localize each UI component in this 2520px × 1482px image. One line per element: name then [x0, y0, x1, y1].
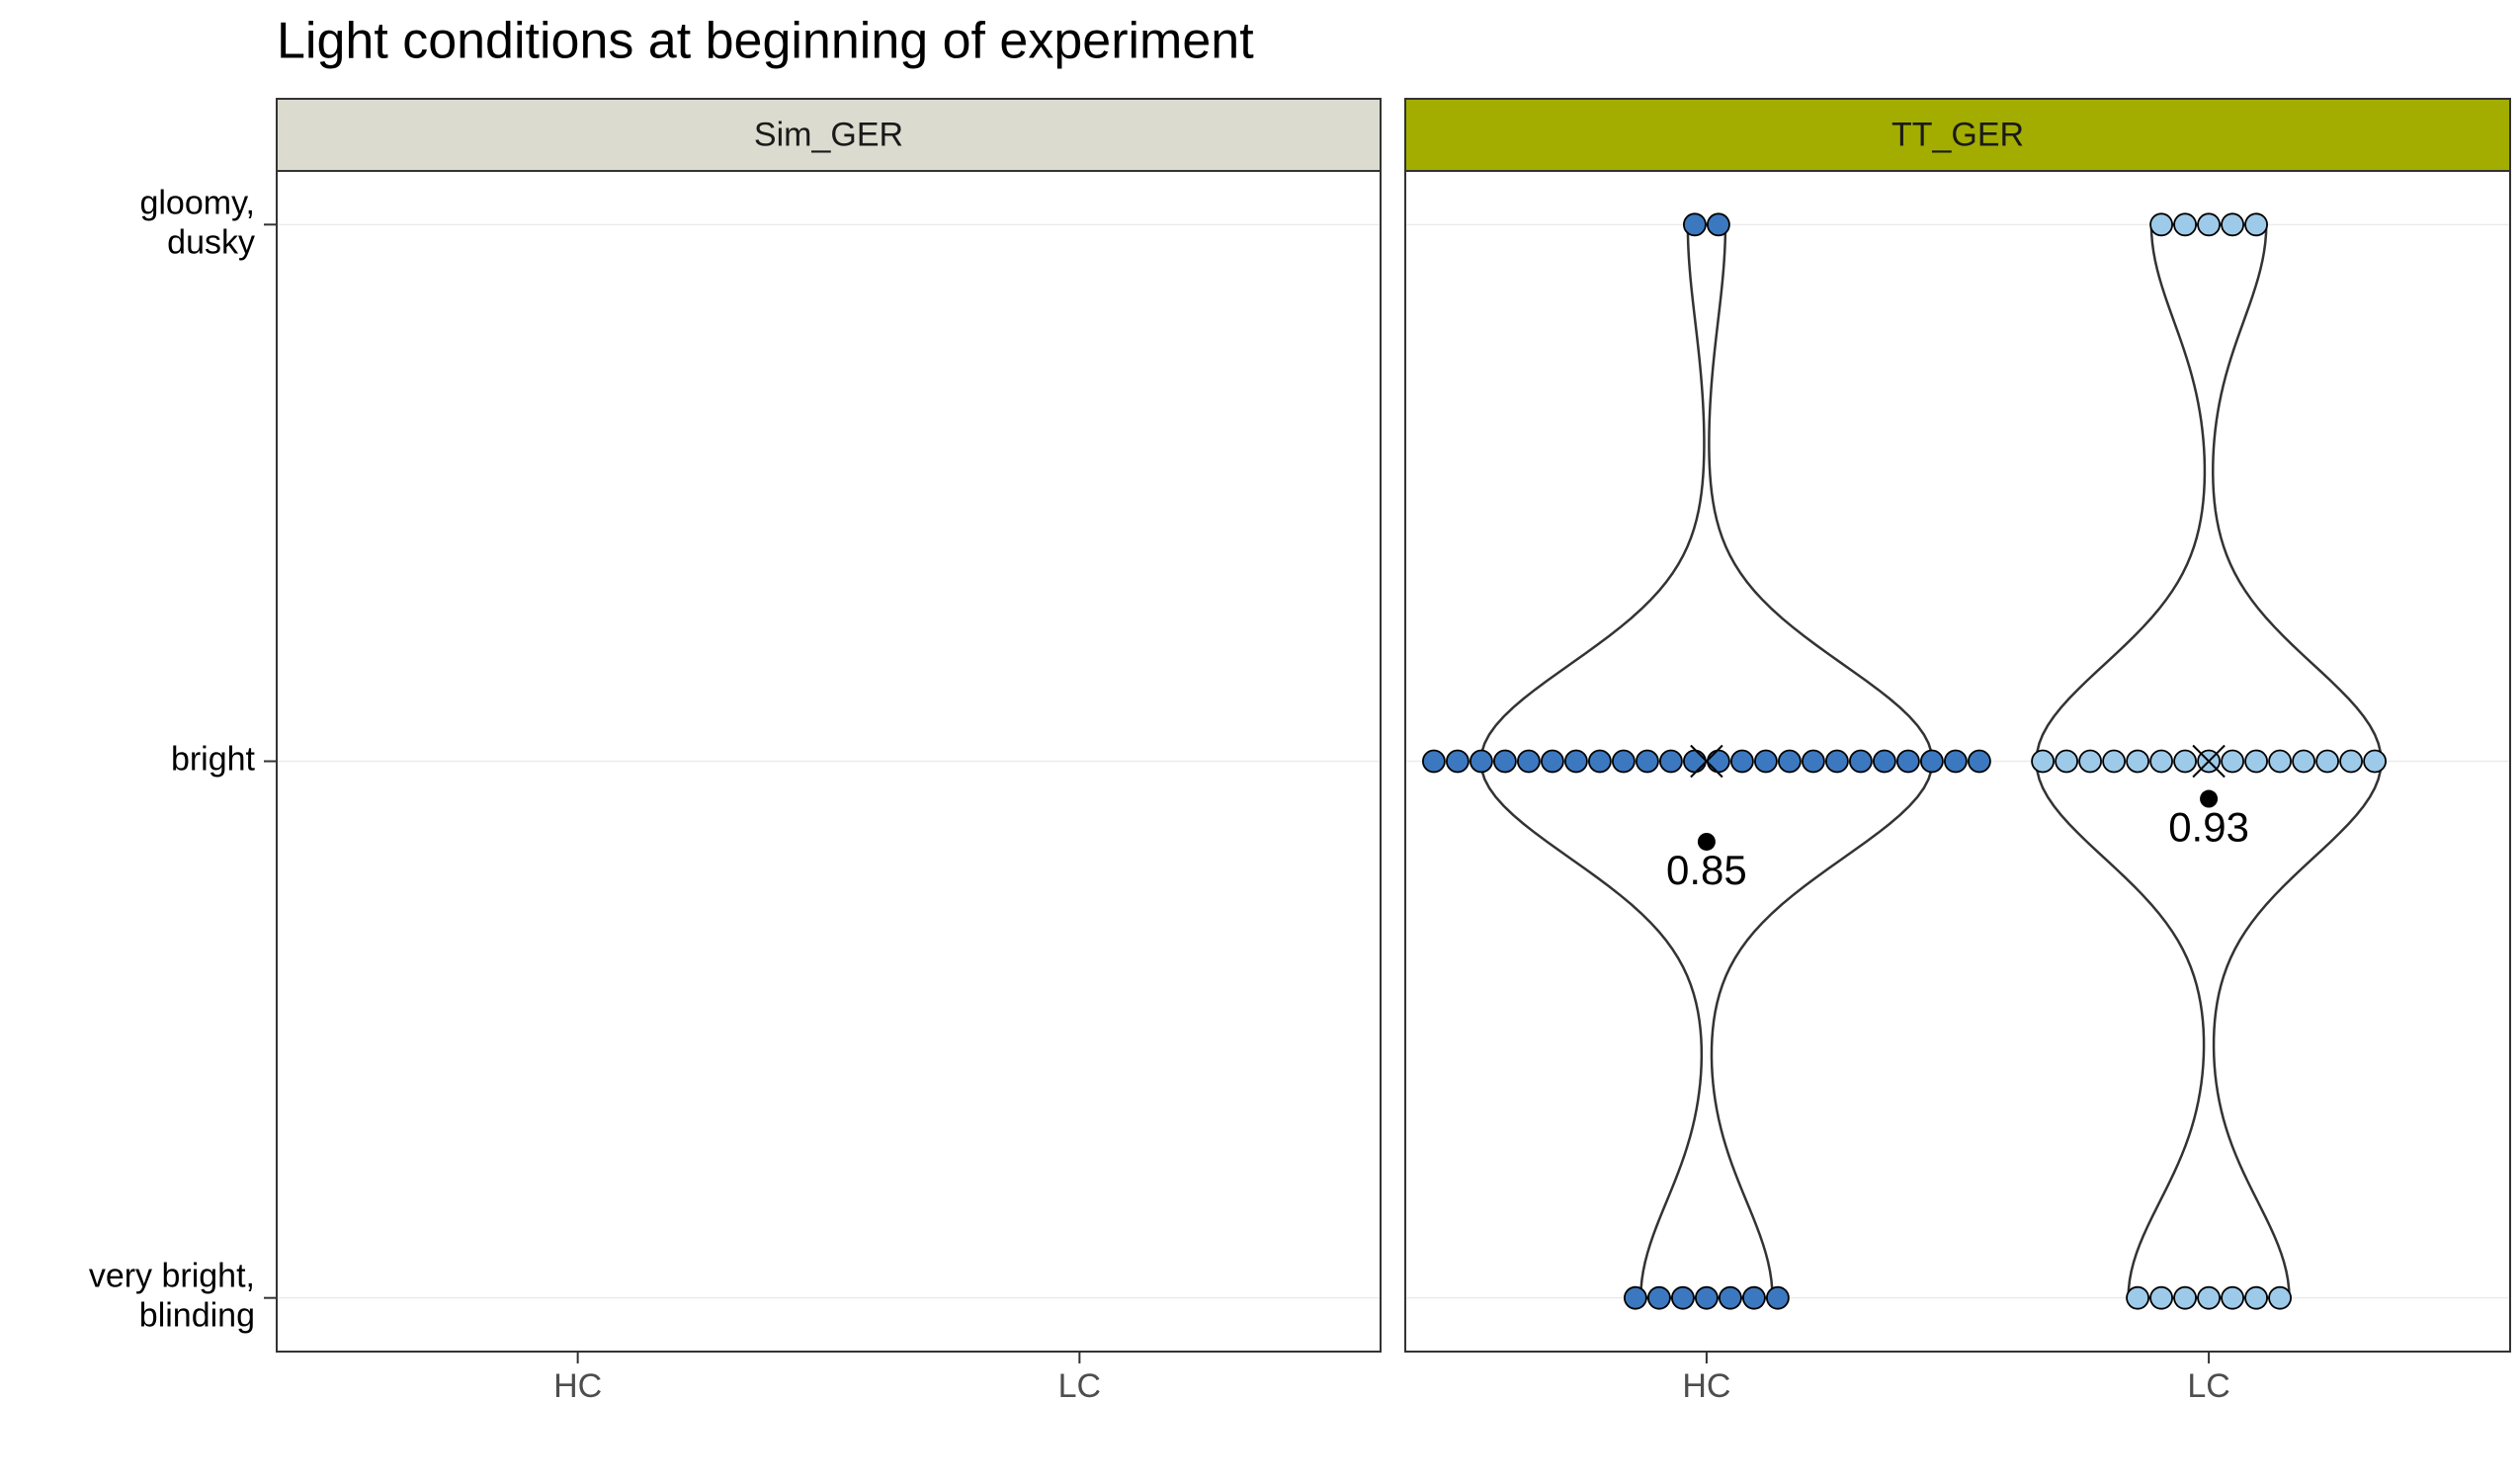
dot [1742, 1285, 1766, 1310]
y-tick-label: very bright, blinding [89, 1258, 255, 1335]
dot [2221, 1285, 2244, 1310]
dot [1719, 1285, 1742, 1310]
dot [2268, 749, 2292, 774]
dot [1695, 1285, 1719, 1310]
dot [1683, 749, 1707, 774]
dot [1493, 749, 1517, 774]
y-tick-label: gloomy, dusky [139, 184, 255, 261]
panel-border [1404, 170, 2511, 1353]
dot [2339, 749, 2363, 774]
dot [2221, 749, 2244, 774]
panel-border [276, 170, 1382, 1353]
dot [2102, 749, 2126, 774]
dot [2197, 1285, 2221, 1310]
dot [1647, 1285, 1671, 1310]
mean-dot [2200, 789, 2219, 808]
dot [1564, 749, 1588, 774]
dot [2126, 1285, 2149, 1310]
dot [2149, 1285, 2173, 1310]
strip-label: TT_GER [1891, 116, 2024, 153]
dot [2078, 749, 2102, 774]
mean-label: 0.85 [1666, 847, 1747, 893]
x-tick-label: LC [2187, 1367, 2229, 1405]
dot [1920, 749, 1944, 774]
dot [2197, 212, 2221, 237]
dot [2315, 749, 2339, 774]
dot [2149, 749, 2173, 774]
dot [1896, 749, 1920, 774]
dot [1730, 749, 1754, 774]
x-tick-label: HC [553, 1367, 602, 1405]
dot [2292, 749, 2315, 774]
dot [1873, 749, 1896, 774]
dot [1588, 749, 1612, 774]
median-cross [1690, 744, 1723, 779]
dot [2363, 749, 2387, 774]
dot [1707, 749, 1730, 774]
dot [2149, 212, 2173, 237]
strip [1404, 98, 2511, 172]
dot [1517, 749, 1541, 774]
dot [2173, 749, 2197, 774]
dot [2055, 749, 2078, 774]
mean-dot [1697, 832, 1716, 851]
dot [2126, 749, 2149, 774]
dot [1624, 1285, 1647, 1310]
chart-title: Light conditions at beginning of experim… [277, 13, 1254, 70]
dot [1422, 749, 1446, 774]
dot [1707, 212, 1730, 237]
strip-label: Sim_GER [754, 116, 903, 153]
dot [1825, 749, 1849, 774]
dot [1968, 749, 1991, 774]
dot [2173, 212, 2197, 237]
dot [1944, 749, 1968, 774]
dot [2173, 1285, 2197, 1310]
y-tick-label: bright [171, 740, 256, 778]
dot [1612, 749, 1636, 774]
dot [1849, 749, 1873, 774]
dot [1766, 1285, 1790, 1310]
x-tick-label: HC [1682, 1367, 1730, 1405]
dot [1636, 749, 1659, 774]
dot [1446, 749, 1470, 774]
dot [1802, 749, 1825, 774]
dot [2244, 1285, 2268, 1310]
dot [2268, 1285, 2292, 1310]
dot [1683, 212, 1707, 237]
dot [1754, 749, 1778, 774]
dot [1671, 1285, 1695, 1310]
dot [2221, 212, 2244, 237]
dot [2031, 749, 2055, 774]
median-cross [2192, 744, 2226, 779]
mean-label: 0.93 [2168, 804, 2249, 851]
dot [2244, 212, 2268, 237]
x-tick-label: LC [1058, 1367, 1101, 1405]
dot [1778, 749, 1802, 774]
dot [1470, 749, 1493, 774]
dot [1541, 749, 1564, 774]
strip [276, 98, 1382, 172]
dot [2244, 749, 2268, 774]
dot [1659, 749, 1683, 774]
